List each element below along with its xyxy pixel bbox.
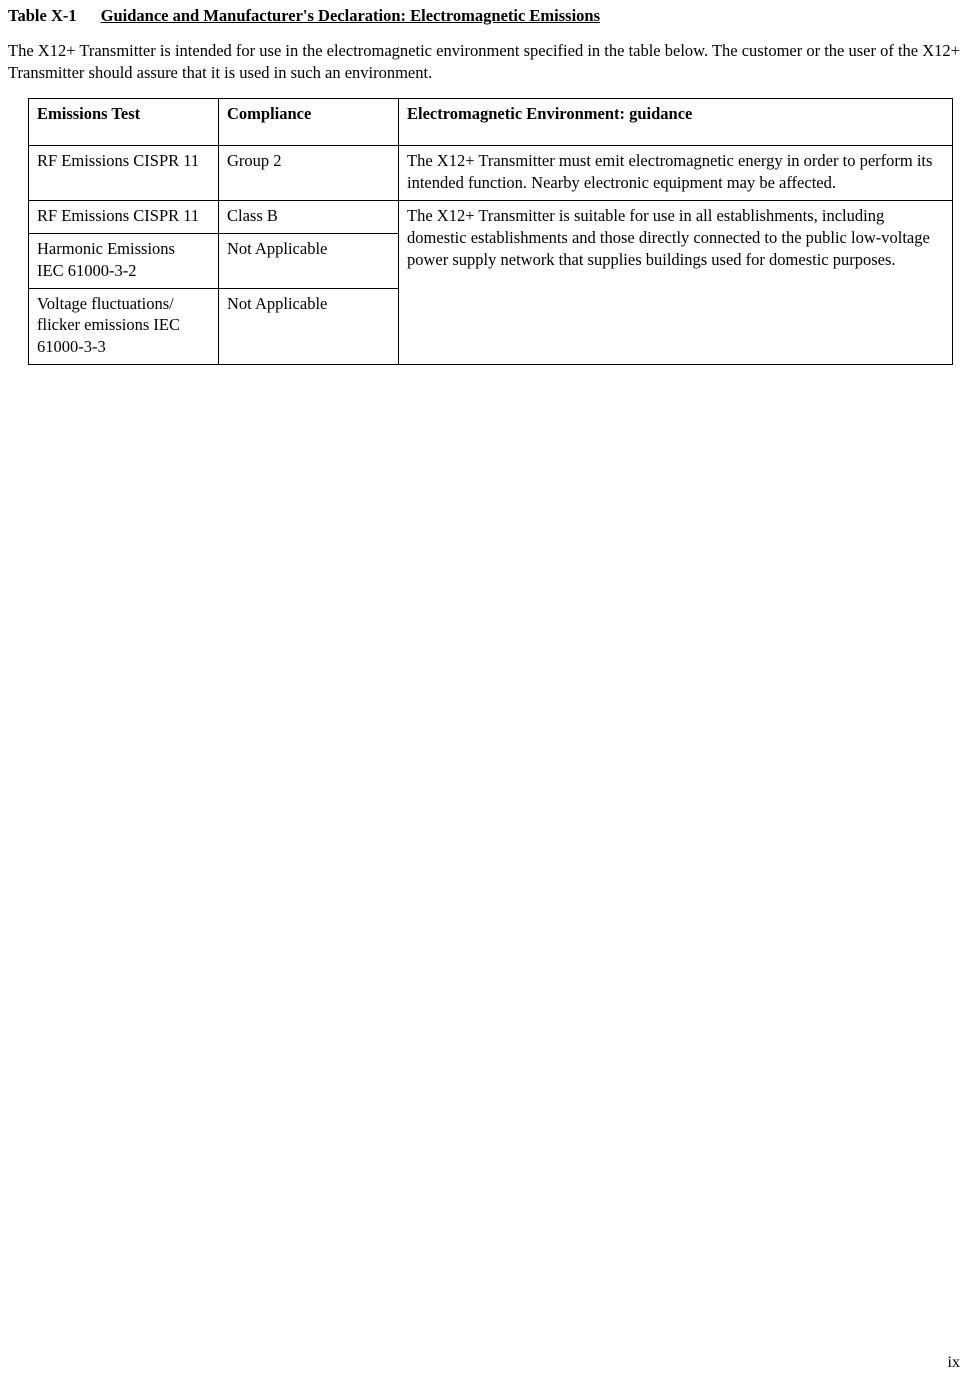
cell-test: RF Emissions CISPR 11 bbox=[29, 200, 219, 233]
cell-test: RF Emissions CISPR 11 bbox=[29, 145, 219, 200]
table-row: RF Emissions CISPR 11 Group 2 The X12+ T… bbox=[29, 145, 953, 200]
cell-test-name: Harmonic Emissions bbox=[37, 239, 175, 258]
table-header-row: Emissions Test Compliance Electromagneti… bbox=[29, 98, 953, 145]
header-environment: Electromagnetic Environment: guidance bbox=[399, 98, 953, 145]
table-number: Table X-1 bbox=[8, 6, 77, 26]
table-row: RF Emissions CISPR 11 Class B The X12+ T… bbox=[29, 200, 953, 233]
cell-test-standard: IEC 61000-3-2 bbox=[37, 261, 136, 280]
cell-compliance: Class B bbox=[219, 200, 399, 233]
cell-compliance: Group 2 bbox=[219, 145, 399, 200]
header-compliance: Compliance bbox=[219, 98, 399, 145]
cell-test: Harmonic Emissions IEC 61000-3-2 bbox=[29, 233, 219, 288]
table-title-text: Guidance and Manufacturer's Declaration:… bbox=[101, 6, 600, 25]
intro-paragraph: The X12+ Transmitter is intended for use… bbox=[8, 40, 966, 84]
cell-test: Voltage fluctuations/ flicker emissions … bbox=[29, 288, 219, 365]
page-number: ix bbox=[948, 1354, 960, 1372]
cell-environment-merged: The X12+ Transmitter is suitable for use… bbox=[399, 200, 953, 365]
cell-environment: The X12+ Transmitter must emit electroma… bbox=[399, 145, 953, 200]
cell-compliance: Not Applicable bbox=[219, 288, 399, 365]
emissions-table: Emissions Test Compliance Electromagneti… bbox=[28, 98, 953, 365]
cell-compliance: Not Applicable bbox=[219, 233, 399, 288]
table-title: Table X-1 Guidance and Manufacturer's Dec… bbox=[8, 6, 966, 26]
header-emissions-test: Emissions Test bbox=[29, 98, 219, 145]
